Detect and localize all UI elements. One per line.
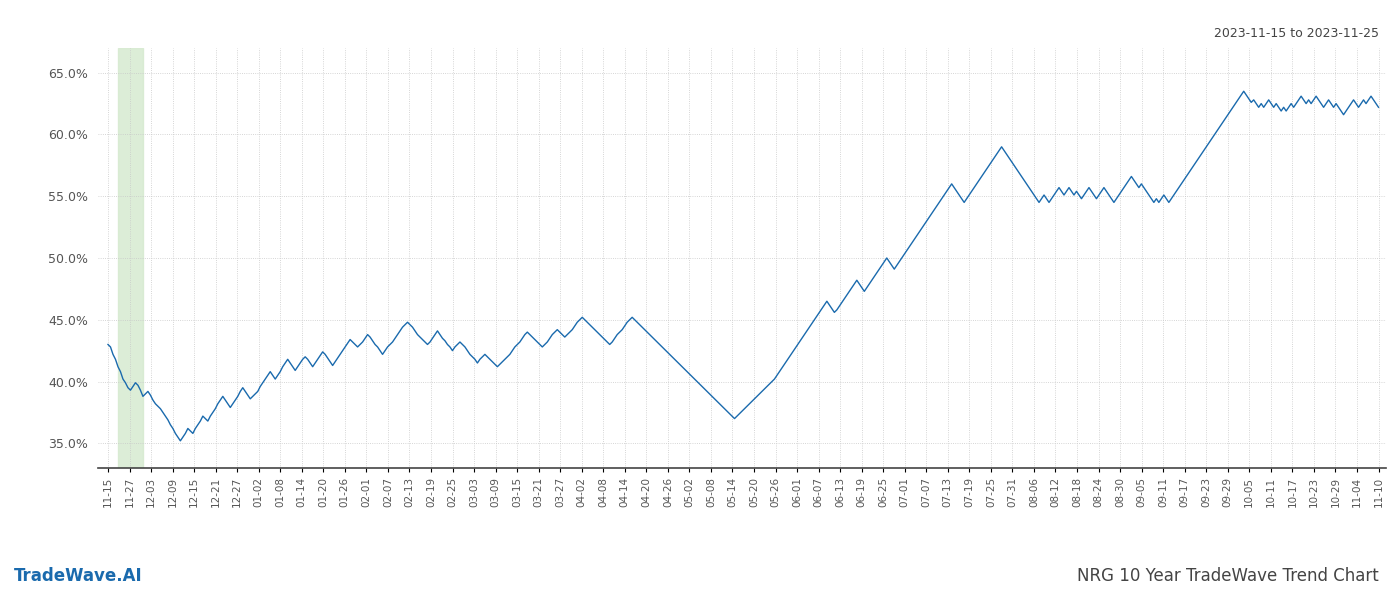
Bar — [118, 48, 143, 468]
Text: 2023-11-15 to 2023-11-25: 2023-11-15 to 2023-11-25 — [1214, 27, 1379, 40]
Text: NRG 10 Year TradeWave Trend Chart: NRG 10 Year TradeWave Trend Chart — [1077, 567, 1379, 585]
Text: TradeWave.AI: TradeWave.AI — [14, 567, 143, 585]
